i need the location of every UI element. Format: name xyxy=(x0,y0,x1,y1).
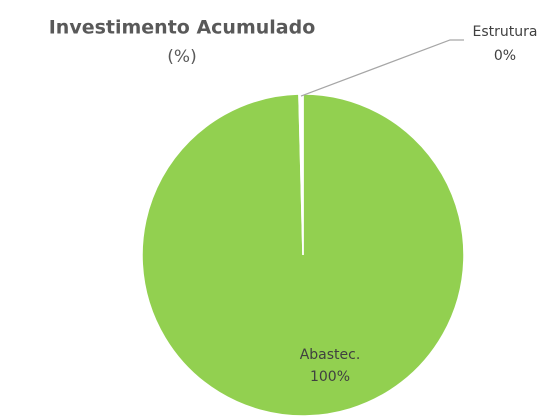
value-label: 100% xyxy=(310,369,350,385)
data-label: Estrutura 0% xyxy=(473,24,538,64)
value-label: 0% xyxy=(494,48,516,64)
category-label: Abastec. xyxy=(300,347,361,363)
chart-subtitle: (%) xyxy=(167,47,196,67)
category-label: Estrutura xyxy=(473,24,538,40)
data-label: Abastec. 100% xyxy=(300,347,361,385)
pie-slice xyxy=(298,93,304,256)
leader-line xyxy=(300,39,464,97)
chart-title: Investimento Acumulado xyxy=(49,17,316,39)
